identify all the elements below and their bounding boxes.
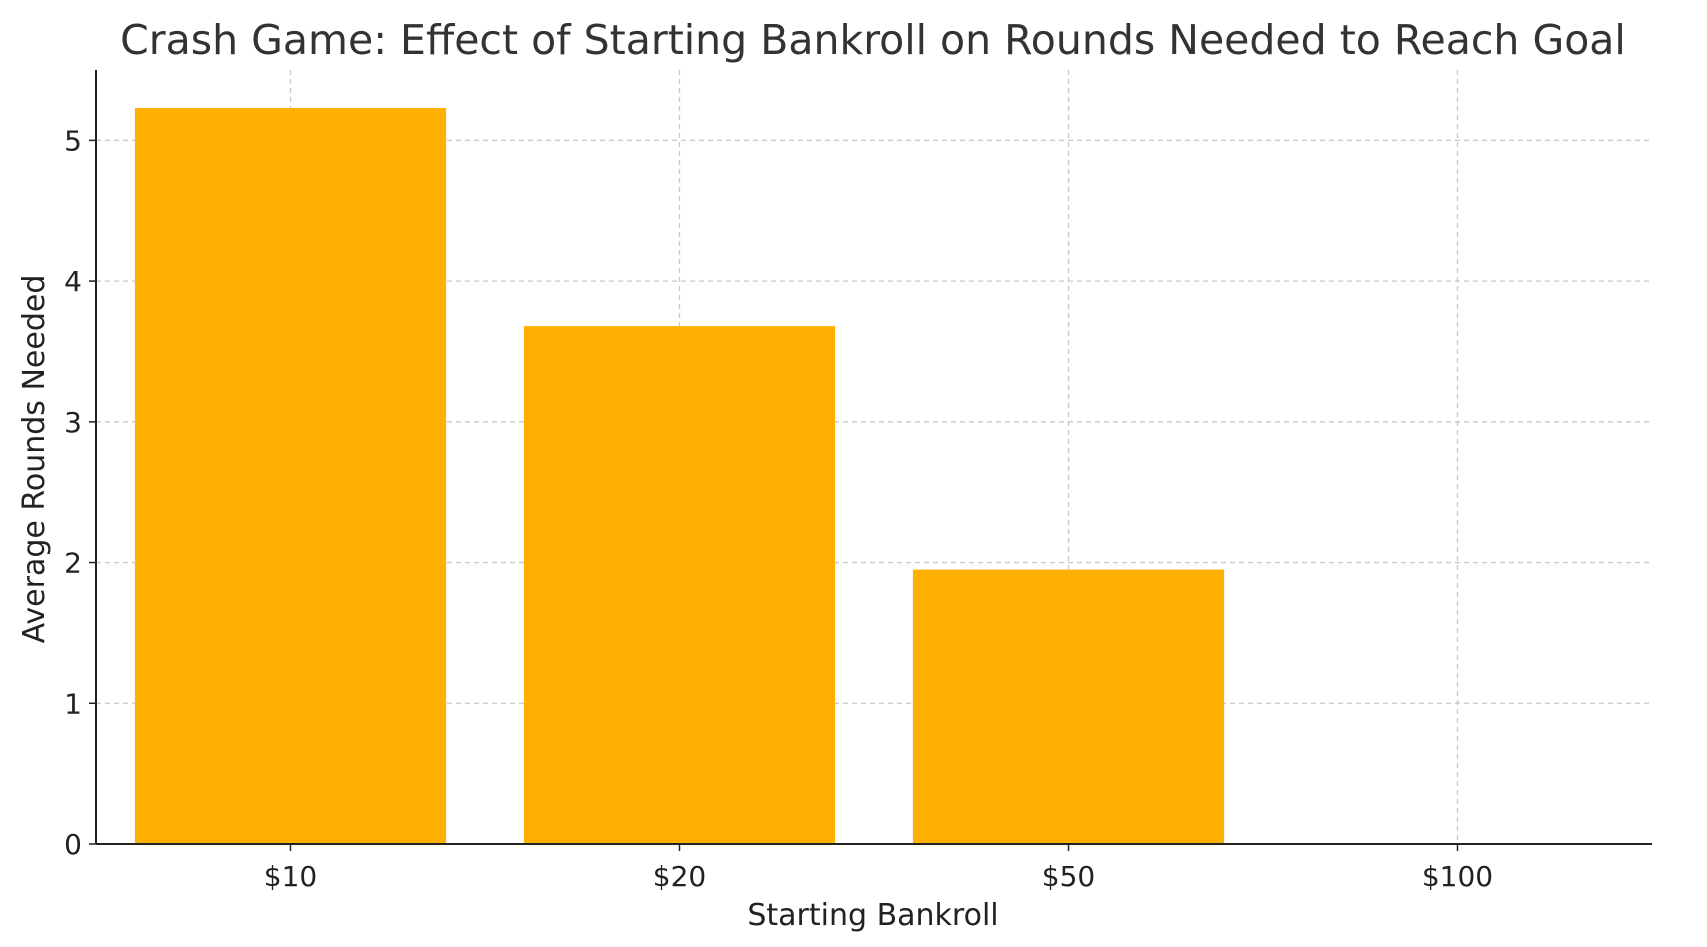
x-tick-label: $10 [264, 860, 317, 893]
y-axis-label: Average Rounds Needed [17, 275, 52, 644]
bar [523, 326, 836, 844]
chart-title: Crash Game: Effect of Starting Bankroll … [120, 16, 1626, 64]
y-tick-label: 4 [64, 265, 82, 298]
y-tick-label: 1 [64, 687, 82, 720]
y-tick-label: 5 [64, 124, 82, 157]
x-axis-label: Starting Bankroll [747, 898, 998, 933]
tick-labels: 0 1 2 3 4 5 $10 $20 $50 $100 [64, 124, 1493, 893]
y-tick-label: 2 [64, 547, 82, 580]
x-tick-label: $20 [653, 860, 706, 893]
y-tick-label: 3 [64, 406, 82, 439]
bar [912, 569, 1225, 844]
bars [134, 107, 1225, 845]
bar [134, 107, 447, 845]
axes [89, 70, 1652, 851]
x-tick-label: $50 [1042, 860, 1095, 893]
x-tick-label: $100 [1422, 860, 1493, 893]
y-tick-label: 0 [64, 828, 82, 861]
